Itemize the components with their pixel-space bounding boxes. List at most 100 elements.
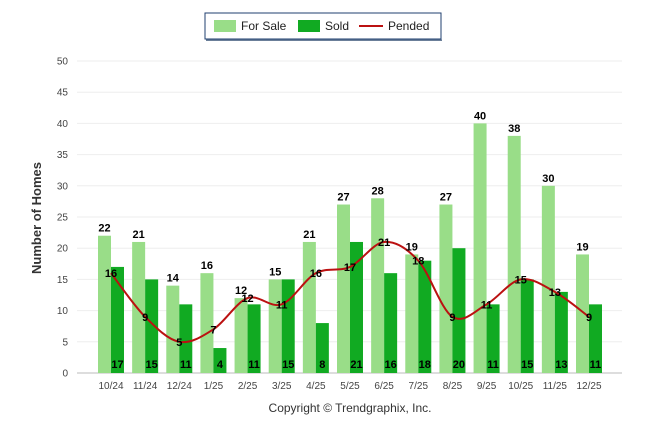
x-tick-label: 12/24: [167, 381, 192, 392]
label-for-sale: 19: [576, 241, 588, 253]
bar-for-sale[interactable]: [132, 241, 146, 373]
label-pended: 21: [378, 237, 390, 249]
legend-label-sold[interactable]: Sold: [325, 19, 349, 33]
bar-sold[interactable]: [486, 304, 500, 373]
pended-series-line[interactable]: [110, 240, 590, 344]
label-sold: 18: [419, 359, 431, 371]
legend-swatch-for-sale[interactable]: [214, 20, 236, 32]
legend-box-shadow: [206, 39, 442, 41]
label-pended: 17: [344, 262, 356, 274]
legend-label-pended[interactable]: Pended: [388, 19, 429, 33]
x-tick-label: 10/25: [508, 381, 533, 392]
x-tick-label: 4/25: [306, 381, 326, 392]
y-tick-label: 10: [57, 306, 69, 317]
x-tick-label: 12/25: [576, 381, 601, 392]
label-for-sale: 21: [133, 229, 145, 241]
y-tick-label: 40: [57, 119, 69, 130]
label-sold: 17: [111, 359, 123, 371]
label-sold: 20: [453, 359, 465, 371]
bar-sold[interactable]: [418, 260, 432, 373]
bar-sold[interactable]: [145, 279, 159, 373]
label-sold: 8: [319, 359, 325, 371]
bar-for-sale[interactable]: [337, 204, 350, 373]
bar-for-sale[interactable]: [405, 254, 419, 373]
label-for-sale: 22: [98, 223, 110, 235]
x-tick-label: 9/25: [477, 381, 497, 392]
label-for-sale: 21: [303, 229, 315, 241]
legend: For Sale Sold Pended: [204, 12, 442, 41]
bar-for-sale[interactable]: [541, 185, 555, 373]
label-pended: 9: [586, 312, 592, 324]
x-tick-label: 6/25: [374, 381, 394, 392]
label-sold: 21: [350, 359, 362, 371]
label-sold: 16: [385, 359, 397, 371]
label-pended: 11: [481, 299, 493, 311]
label-for-sale: 28: [372, 185, 384, 197]
label-for-sale: 12: [235, 285, 247, 297]
bar-for-sale[interactable]: [268, 279, 282, 373]
label-for-sale: 30: [542, 173, 554, 185]
bar-sold[interactable]: [111, 266, 124, 373]
y-tick-label: 15: [57, 275, 69, 286]
bar-sold[interactable]: [315, 323, 329, 373]
pended-line: [110, 240, 590, 344]
bar-sold[interactable]: [350, 241, 363, 373]
label-pended: 9: [142, 312, 148, 324]
copyright-text: Copyright © Trendgraphix, Inc.: [269, 401, 432, 415]
x-tick-label: 10/24: [98, 381, 123, 392]
bar-for-sale[interactable]: [439, 204, 453, 373]
bar-for-sale[interactable]: [473, 123, 487, 374]
label-sold: 11: [180, 359, 192, 371]
label-sold: 11: [248, 359, 260, 371]
label-pended: 5: [176, 337, 182, 349]
x-tick-label: 2/25: [238, 381, 258, 392]
label-pended: 11: [276, 299, 288, 311]
label-sold: 11: [487, 359, 499, 371]
bar-sold[interactable]: [213, 348, 227, 373]
y-tick-label: 30: [57, 181, 69, 192]
x-tick-label: 3/25: [272, 381, 292, 392]
y-tick-label: 20: [57, 244, 69, 255]
bar-sold[interactable]: [554, 291, 568, 373]
bar-sold[interactable]: [247, 304, 261, 373]
bar-for-sale[interactable]: [371, 198, 385, 373]
bar-for-sale[interactable]: [576, 254, 589, 373]
bar-for-sale[interactable]: [302, 241, 316, 373]
y-tick-label: 0: [62, 369, 68, 380]
bar-sold[interactable]: [589, 304, 602, 373]
label-sold: 15: [282, 359, 294, 371]
label-sold: 11: [590, 359, 602, 371]
x-axis-ticks: 10/24 11/24 12/24 1/25 2/25 3/25 4/25 5/25 6/25 7…: [98, 381, 601, 392]
label-sold: 13: [555, 359, 567, 371]
label-for-sale: 38: [508, 123, 520, 135]
label-for-sale: 19: [406, 241, 418, 253]
legend-box: [204, 12, 442, 40]
bar-for-sale[interactable]: [234, 298, 248, 373]
y-axis-title: Number of Homes: [29, 162, 44, 274]
label-pended: 12: [241, 293, 253, 305]
y-tick-label: 50: [57, 57, 69, 68]
y-tick-label: 25: [57, 213, 69, 224]
bar-for-sale[interactable]: [507, 135, 521, 373]
bar-sold[interactable]: [452, 248, 466, 373]
label-pended: 13: [549, 287, 561, 299]
x-tick-label: 1/25: [204, 381, 224, 392]
y-tick-label: 35: [57, 150, 69, 161]
bar-for-sale[interactable]: [166, 285, 180, 373]
legend-swatch-sold[interactable]: [298, 20, 320, 32]
bar-sold[interactable]: [520, 279, 534, 373]
bar-sold[interactable]: [179, 304, 193, 373]
label-pended: 9: [449, 312, 455, 324]
x-tick-label: 7/25: [409, 381, 429, 392]
x-tick-label: 11/25: [543, 381, 568, 392]
label-for-sale: 40: [474, 110, 486, 122]
bar-for-sale[interactable]: [98, 235, 111, 373]
bar-sold[interactable]: [384, 273, 398, 373]
data-labels: 22 17 16 21 15 9 14 11 5 16 4 7 12 11 12 15 15 11 21 8 16 27 2…: [98, 110, 601, 371]
bar-for-sale[interactable]: [200, 273, 214, 373]
legend-label-for-sale[interactable]: For Sale: [241, 19, 287, 33]
x-tick-label: 11/24: [133, 381, 158, 392]
label-for-sale: 27: [337, 192, 349, 204]
label-sold: 15: [521, 359, 533, 371]
